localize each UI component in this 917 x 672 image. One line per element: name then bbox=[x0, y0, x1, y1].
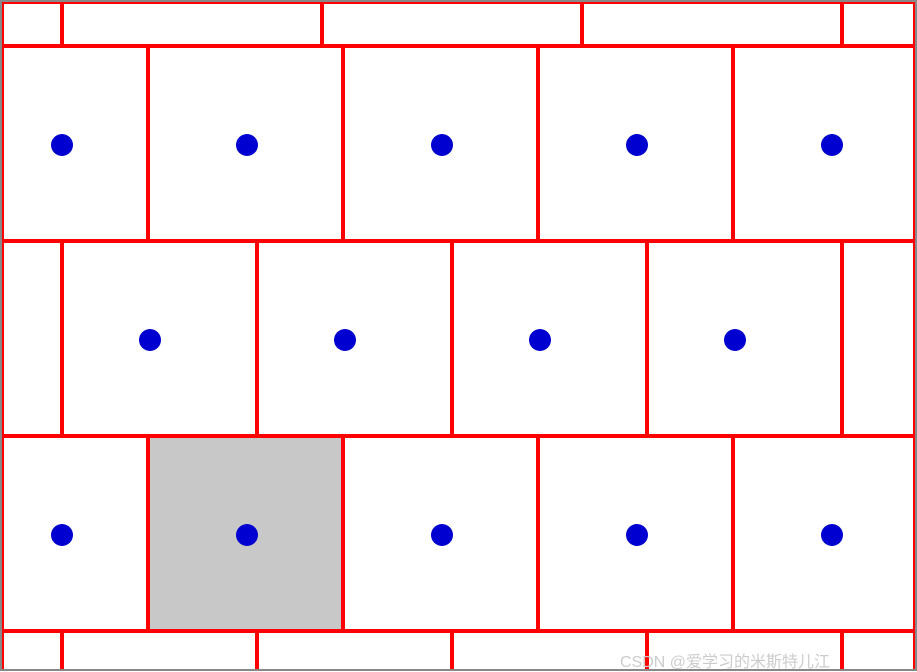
anchor-point bbox=[236, 134, 258, 156]
anchor-point bbox=[724, 329, 746, 351]
grid-cell bbox=[842, 631, 915, 671]
watermark-text: CSDN @爱学习的米斯特儿江 bbox=[620, 648, 830, 672]
anchor-point bbox=[431, 134, 453, 156]
anchor-point bbox=[821, 134, 843, 156]
grid-cell bbox=[257, 631, 452, 671]
grid-cell bbox=[2, 2, 62, 46]
grid-cell bbox=[452, 631, 647, 671]
grid-cell bbox=[62, 2, 322, 46]
anchor-point bbox=[334, 329, 356, 351]
anchor-point bbox=[431, 524, 453, 546]
grid-cell bbox=[2, 631, 62, 671]
grid-cell bbox=[842, 2, 915, 46]
anchor-point bbox=[821, 524, 843, 546]
grid-cell bbox=[842, 241, 915, 436]
grid-cell bbox=[2, 46, 148, 241]
anchor-point bbox=[51, 134, 73, 156]
grid-cell bbox=[2, 241, 62, 436]
anchor-point bbox=[51, 524, 73, 546]
anchor-point bbox=[139, 329, 161, 351]
diagram-canvas bbox=[0, 0, 917, 671]
grid-cell bbox=[582, 2, 842, 46]
grid-cell bbox=[322, 2, 582, 46]
anchor-point bbox=[236, 524, 258, 546]
anchor-point bbox=[626, 524, 648, 546]
anchor-point bbox=[626, 134, 648, 156]
grid-cell bbox=[62, 631, 257, 671]
grid-cell bbox=[2, 436, 148, 631]
anchor-point bbox=[529, 329, 551, 351]
